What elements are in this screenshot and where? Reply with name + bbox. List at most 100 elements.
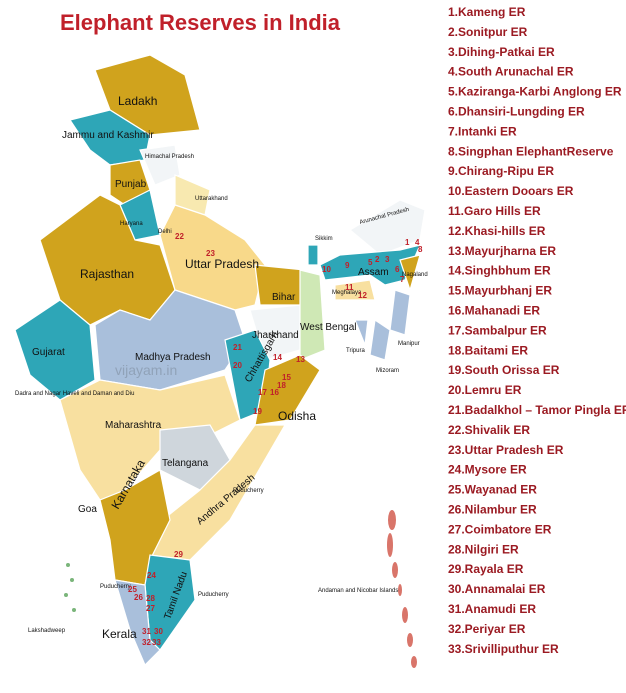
region-label: Gujarat xyxy=(32,347,65,358)
islands xyxy=(64,510,417,668)
reserve-number: 3 xyxy=(385,255,390,264)
reserve-number: 22 xyxy=(175,232,184,241)
reserve-number: 11 xyxy=(345,283,354,292)
region-label: Mizoram xyxy=(376,368,399,374)
reserve-item: 28.Nilgiri ER xyxy=(448,542,519,556)
reserve-item: 15.Mayurbhanj ER xyxy=(448,284,552,298)
reserve-number: 6 xyxy=(395,265,400,274)
reserve-number: 15 xyxy=(282,373,291,382)
region-label: Goa xyxy=(78,504,97,515)
watermark: vijayam.in xyxy=(115,362,177,378)
reserve-item: 12.Khasi-hills ER xyxy=(448,224,546,238)
reserve-item: 10.Eastern Dooars ER xyxy=(448,184,574,198)
reserve-number: 4 xyxy=(415,238,420,247)
reserve-item: 27.Coimbatore ER xyxy=(448,522,552,536)
region-label: Himachal Pradesh xyxy=(145,154,194,160)
region-label: Jharkhand xyxy=(252,330,299,341)
reserve-number: 10 xyxy=(322,265,331,274)
reserve-item: 6.Dhansiri-Lungding ER xyxy=(448,105,585,119)
reserve-item: 26.Nilambur ER xyxy=(448,503,537,517)
reserve-item: 33.Srivilliputhur ER xyxy=(448,642,559,656)
reserve-item: 9.Chirang-Ripu ER xyxy=(448,164,554,178)
reserve-number: 31 xyxy=(142,627,151,636)
region-label: Manipur xyxy=(398,341,420,347)
reserve-item: 29.Rayala ER xyxy=(448,562,524,576)
region-label: Sikkim xyxy=(315,236,333,242)
reserve-item: 32.Periyar ER xyxy=(448,622,526,636)
region-label: Lakshadweep xyxy=(28,628,66,634)
reserve-item: 19.South Orissa ER xyxy=(448,363,560,377)
region-label: Kerala xyxy=(102,627,137,641)
region-label: Tripura xyxy=(346,348,365,354)
region-label: Meghalaya xyxy=(332,290,362,296)
region-label: Puducherry xyxy=(233,488,264,494)
reserve-item: 1.Kameng ER xyxy=(448,5,526,19)
map-title: Elephant Reserves in India xyxy=(60,10,341,35)
reserve-item: 2.Sonitpur ER xyxy=(448,25,528,39)
reserve-number: 9 xyxy=(345,261,350,270)
reserve-item: 7.Intanki ER xyxy=(448,124,517,138)
region-label: Puducherry xyxy=(100,584,131,590)
region-label: Ladakh xyxy=(118,94,157,108)
reserve-number: 21 xyxy=(233,343,242,352)
region-label: Telangana xyxy=(162,458,209,469)
reserve-number: 28 xyxy=(146,594,155,603)
region-label: Uttarakhand xyxy=(195,196,228,202)
reserve-item: 16.Mahanadi ER xyxy=(448,304,540,318)
reserve-number: 20 xyxy=(233,361,242,370)
reserve-number: 32 xyxy=(142,638,151,647)
reserve-number: 18 xyxy=(277,381,286,390)
reserve-number: 17 xyxy=(258,388,267,397)
reserve-number: 12 xyxy=(358,291,367,300)
region-label: Rajasthan xyxy=(80,267,134,281)
region-label: Dadra and Nagar Haveli and Daman and Diu xyxy=(15,391,134,397)
region-label: Punjab xyxy=(115,179,147,190)
reserve-number: 29 xyxy=(174,550,183,559)
region-label: Puducherry xyxy=(198,592,229,598)
region-label: Haryana xyxy=(120,221,143,227)
reserve-item: 3.Dihing-Patkai ER xyxy=(448,45,555,59)
region-label: Uttar Pradesh xyxy=(185,257,259,271)
region-label: Assam xyxy=(358,267,389,278)
reserve-number: 16 xyxy=(270,388,279,397)
reserve-item: 24.Mysore ER xyxy=(448,463,527,477)
reserve-number: 30 xyxy=(154,627,163,636)
reserve-item: 18.Baitami ER xyxy=(448,343,528,357)
region-label: Jammu and Kashmir xyxy=(62,130,154,141)
reserve-number: 2 xyxy=(375,255,380,264)
region-label: Andaman and Nicobar Islands xyxy=(318,588,398,594)
reserve-number: 26 xyxy=(134,593,143,602)
reserve-number: 24 xyxy=(147,571,156,580)
region-label: Nagaland xyxy=(402,272,428,278)
reserve-number: 1 xyxy=(405,238,410,247)
region-label: Bihar xyxy=(272,292,296,303)
region-label: West Bengal xyxy=(300,322,357,333)
reserve-number: 25 xyxy=(128,585,137,594)
reserve-markers: 12 34567891011121314151617181920212223242… xyxy=(128,232,423,647)
reserve-item: 17.Sambalpur ER xyxy=(448,323,547,337)
reserve-item: 4.South Arunachal ER xyxy=(448,65,574,79)
reserve-number: 33 xyxy=(152,638,161,647)
reserve-item: 14.Singhbhum ER xyxy=(448,264,551,278)
region-label: Maharashtra xyxy=(105,420,162,431)
reserve-item: 31.Anamudi ER xyxy=(448,602,536,616)
reserve-number: 23 xyxy=(206,249,215,258)
region-label: Madhya Pradesh xyxy=(135,352,211,363)
reserve-item: 20.Lemru ER xyxy=(448,383,522,397)
reserve-list: 1.Kameng ER 2.Sonitpur ER 3.Dihing-Patkai … xyxy=(448,5,626,656)
reserve-number: 8 xyxy=(418,245,423,254)
reserve-number: 27 xyxy=(146,604,155,613)
region-label: Odisha xyxy=(278,409,316,423)
reserve-item: 22.Shivalik ER xyxy=(448,423,530,437)
reserve-item: 11.Garo Hills ER xyxy=(448,204,541,218)
reserve-number: 5 xyxy=(368,258,373,267)
reserve-item: 13.Mayurjharna ER xyxy=(448,244,556,258)
region-label: Delhi xyxy=(158,229,172,235)
reserve-item: 21.Badalkhol – Tamor Pingla ER xyxy=(448,403,626,417)
reserve-number: 13 xyxy=(296,355,305,364)
reserve-item: 25.Wayanad ER xyxy=(448,483,537,497)
reserve-item: 5.Kaziranga-Karbi Anglong ER xyxy=(448,85,622,99)
reserve-item: 23.Uttar Pradesh ER xyxy=(448,443,564,457)
reserve-number: 14 xyxy=(273,353,282,362)
